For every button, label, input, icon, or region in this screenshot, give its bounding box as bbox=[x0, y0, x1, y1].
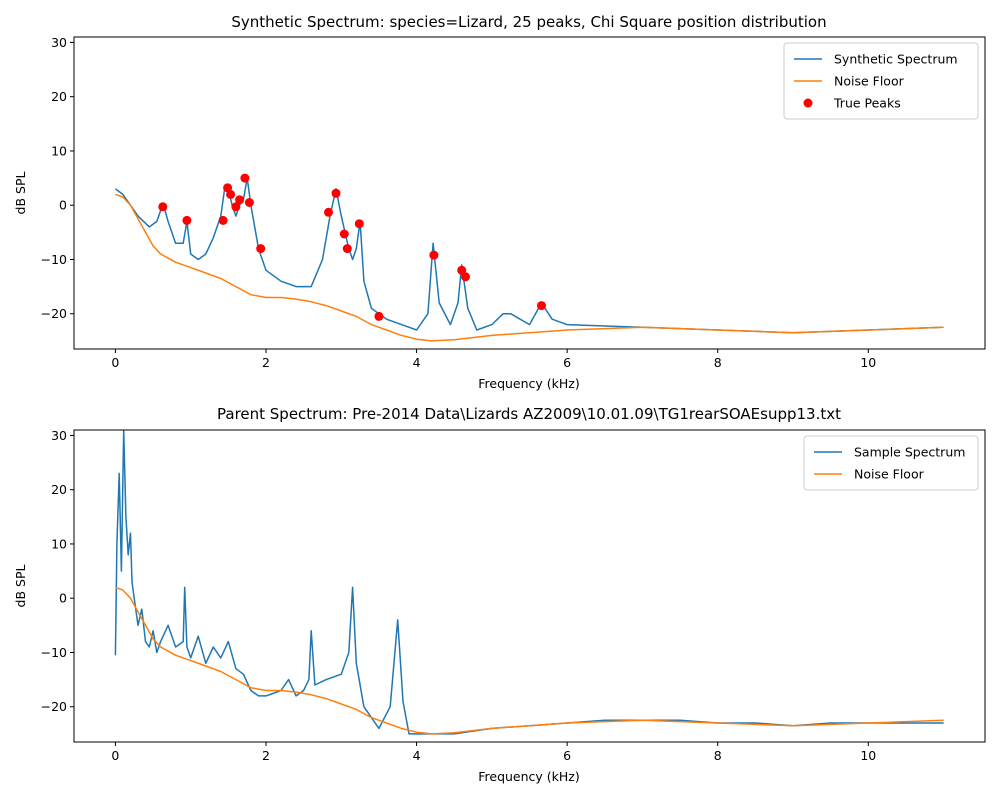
peak-marker bbox=[461, 272, 470, 282]
x-tick-label: 8 bbox=[714, 355, 722, 370]
x-axis-label: Frequency (kHz) bbox=[478, 376, 580, 391]
legend-swatch bbox=[803, 98, 813, 108]
x-axis-label: Frequency (kHz) bbox=[478, 769, 580, 784]
x-tick-label: 2 bbox=[262, 355, 270, 370]
peak-marker bbox=[256, 244, 266, 254]
y-tick-label: 10 bbox=[51, 143, 67, 158]
peak-marker bbox=[537, 301, 546, 311]
y-tick-label: 20 bbox=[51, 89, 67, 104]
legend-entry: Noise Floor bbox=[834, 74, 905, 89]
peak-marker bbox=[374, 311, 384, 321]
legend: Sample Spectrum Noise Floor bbox=[803, 435, 979, 491]
series-line-1 bbox=[115, 586, 944, 735]
y-tick-label: 30 bbox=[51, 35, 67, 50]
x-tick-label: 10 bbox=[860, 355, 876, 370]
x-tick-label: 6 bbox=[563, 748, 571, 763]
peak-marker bbox=[354, 219, 364, 229]
x-tick-label: 0 bbox=[111, 355, 119, 370]
y-axis-label: dB SPL bbox=[13, 172, 28, 215]
synthetic-spectrum-plot: Synthetic Spectrum: species=Lizard, 25 p… bbox=[13, 13, 986, 391]
peak-marker bbox=[182, 215, 192, 225]
peak-marker bbox=[231, 202, 241, 212]
legend-entry: True Peaks bbox=[833, 96, 901, 111]
tick-layer: 0 2 4 6 8 10 −20 −10 0 10 20 30 bbox=[41, 35, 877, 370]
peak-marker bbox=[218, 215, 228, 225]
x-tick-label: 2 bbox=[262, 748, 270, 763]
peak-marker bbox=[331, 188, 341, 198]
x-tick-label: 8 bbox=[714, 748, 722, 763]
series-line-1 bbox=[115, 193, 944, 342]
legend-entry: Synthetic Spectrum bbox=[834, 52, 958, 67]
y-axis-label: dB SPL bbox=[13, 565, 28, 608]
peak-marker bbox=[226, 189, 236, 199]
legend-frame bbox=[783, 42, 979, 120]
y-tick-label: −20 bbox=[41, 699, 67, 714]
legend: Synthetic Spectrum Noise Floor True Peaks bbox=[783, 42, 979, 120]
plot-area bbox=[114, 430, 944, 735]
y-tick-label: −10 bbox=[41, 252, 67, 267]
peak-marker bbox=[240, 173, 250, 183]
peak-marker bbox=[235, 195, 245, 205]
y-tick-label: −20 bbox=[41, 306, 67, 321]
x-tick-label: 4 bbox=[413, 355, 421, 370]
legend-entry: Noise Floor bbox=[854, 467, 925, 482]
peak-marker bbox=[429, 250, 439, 260]
legend-frame bbox=[803, 435, 979, 491]
plot-title: Synthetic Spectrum: species=Lizard, 25 p… bbox=[231, 13, 826, 31]
peak-marker bbox=[158, 202, 168, 212]
peak-marker bbox=[457, 265, 467, 275]
peak-marker bbox=[324, 207, 333, 217]
y-tick-label: 10 bbox=[51, 536, 67, 551]
peak-marker bbox=[339, 229, 349, 239]
y-tick-label: 20 bbox=[51, 482, 67, 497]
series-line-0 bbox=[114, 177, 944, 334]
peak-marker bbox=[342, 244, 352, 254]
x-tick-label: 4 bbox=[413, 748, 421, 763]
legend-entry: Sample Spectrum bbox=[854, 445, 965, 460]
y-tick-label: −10 bbox=[41, 645, 67, 660]
peak-marker bbox=[244, 198, 254, 207]
axes-frame bbox=[73, 36, 986, 350]
x-tick-label: 0 bbox=[111, 748, 119, 763]
y-tick-label: 0 bbox=[59, 591, 67, 606]
parent-spectrum-plot: Parent Spectrum: Pre-2014 Data\Lizards A… bbox=[13, 405, 986, 784]
plot-title: Parent Spectrum: Pre-2014 Data\Lizards A… bbox=[217, 405, 841, 423]
plot-area bbox=[114, 173, 944, 342]
x-tick-label: 6 bbox=[563, 355, 571, 370]
tick-layer: 0 2 4 6 8 10 −20 −10 0 10 20 30 bbox=[41, 428, 877, 763]
y-tick-label: 0 bbox=[59, 198, 67, 213]
y-tick-label: 30 bbox=[51, 428, 67, 443]
x-tick-label: 10 bbox=[860, 748, 876, 763]
axes-frame bbox=[73, 429, 986, 743]
